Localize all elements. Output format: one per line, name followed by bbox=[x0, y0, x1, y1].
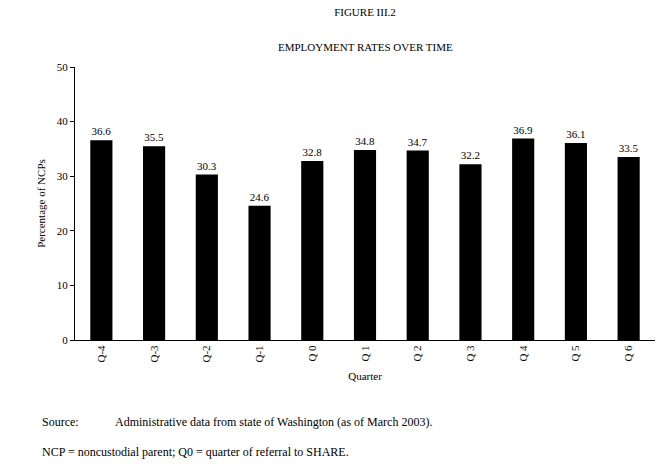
svg-text:40: 40 bbox=[57, 115, 69, 127]
svg-text:30.3: 30.3 bbox=[197, 160, 217, 172]
svg-text:34.7: 34.7 bbox=[408, 136, 428, 148]
svg-text:32.8: 32.8 bbox=[302, 146, 322, 158]
svg-text:36.9: 36.9 bbox=[513, 124, 533, 136]
svg-text:30: 30 bbox=[57, 170, 69, 182]
svg-text:Q-1: Q-1 bbox=[253, 345, 265, 362]
svg-text:Q 2: Q 2 bbox=[411, 345, 423, 361]
svg-text:FIGURE III.2: FIGURE III.2 bbox=[334, 6, 396, 18]
svg-text:Q 6: Q 6 bbox=[622, 345, 634, 362]
svg-text:Percentage of NCPs: Percentage of NCPs bbox=[35, 159, 47, 248]
svg-text:Q-4: Q-4 bbox=[95, 345, 107, 363]
svg-text:34.8: 34.8 bbox=[355, 135, 375, 147]
svg-text:24.6: 24.6 bbox=[250, 191, 270, 203]
svg-text:EMPLOYMENT RATES OVER TIME: EMPLOYMENT RATES OVER TIME bbox=[278, 41, 453, 53]
svg-text:Q-3: Q-3 bbox=[148, 345, 160, 363]
svg-text:Q 1: Q 1 bbox=[359, 345, 371, 361]
svg-text:Quarter: Quarter bbox=[348, 370, 382, 382]
svg-text:33.5: 33.5 bbox=[619, 142, 639, 154]
svg-text:32.2: 32.2 bbox=[461, 149, 480, 161]
svg-text:Source:: Source: bbox=[42, 415, 79, 429]
svg-text:Q 0: Q 0 bbox=[306, 345, 318, 362]
svg-text:36.1: 36.1 bbox=[566, 128, 585, 140]
svg-text:Q 5: Q 5 bbox=[569, 345, 581, 362]
svg-text:0: 0 bbox=[62, 334, 68, 346]
svg-text:35.5: 35.5 bbox=[144, 131, 164, 143]
svg-text:10: 10 bbox=[57, 279, 69, 291]
svg-text:Q-2: Q-2 bbox=[200, 345, 212, 362]
svg-text:36.6: 36.6 bbox=[91, 125, 111, 137]
svg-text:Administrative data from state: Administrative data from state of Washin… bbox=[115, 415, 432, 429]
svg-text:NCP = noncustodial parent; Q0: NCP = noncustodial parent; Q0 = quarter … bbox=[42, 445, 349, 459]
svg-text:Q 4: Q 4 bbox=[517, 345, 529, 362]
svg-text:Q 3: Q 3 bbox=[464, 345, 476, 362]
svg-text:50: 50 bbox=[57, 61, 69, 73]
svg-text:20: 20 bbox=[57, 225, 69, 237]
